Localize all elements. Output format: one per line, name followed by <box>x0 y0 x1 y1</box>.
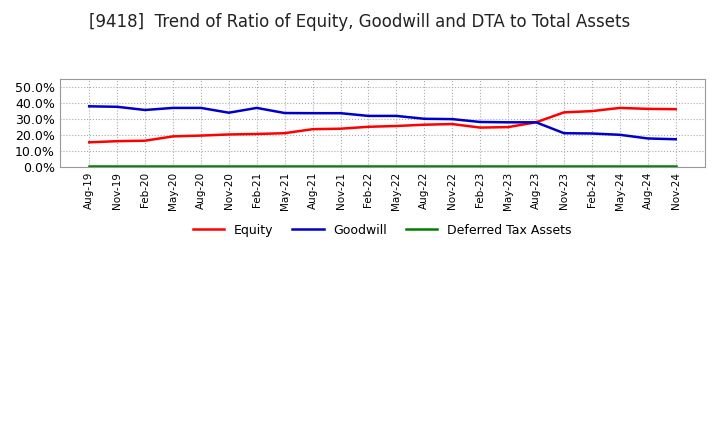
Equity <box>504 125 513 130</box>
Goodwill <box>531 120 540 125</box>
Legend: Equity, Goodwill, Deferred Tax Assets: Equity, Goodwill, Deferred Tax Assets <box>188 219 577 242</box>
Goodwill <box>225 110 233 115</box>
Equity <box>364 124 373 129</box>
Goodwill <box>448 117 456 122</box>
Goodwill <box>671 137 680 142</box>
Equity <box>168 134 177 139</box>
Equity <box>420 122 428 127</box>
Goodwill <box>392 113 401 118</box>
Equity <box>225 132 233 137</box>
Deferred Tax Assets <box>420 164 428 169</box>
Equity <box>85 139 94 145</box>
Equity <box>197 133 205 138</box>
Deferred Tax Assets <box>113 164 122 169</box>
Deferred Tax Assets <box>140 164 149 169</box>
Deferred Tax Assets <box>644 164 652 169</box>
Goodwill <box>364 113 373 118</box>
Equity <box>476 125 485 130</box>
Deferred Tax Assets <box>364 164 373 169</box>
Deferred Tax Assets <box>85 164 94 169</box>
Equity <box>448 121 456 127</box>
Goodwill <box>85 104 94 109</box>
Goodwill <box>197 105 205 110</box>
Deferred Tax Assets <box>504 164 513 169</box>
Line: Equity: Equity <box>89 108 675 142</box>
Deferred Tax Assets <box>476 164 485 169</box>
Goodwill <box>476 119 485 125</box>
Deferred Tax Assets <box>280 164 289 169</box>
Deferred Tax Assets <box>168 164 177 169</box>
Equity <box>253 132 261 137</box>
Deferred Tax Assets <box>588 164 596 169</box>
Deferred Tax Assets <box>616 164 624 169</box>
Equity <box>588 109 596 114</box>
Goodwill <box>113 104 122 110</box>
Equity <box>671 106 680 112</box>
Equity <box>616 105 624 110</box>
Goodwill <box>253 105 261 110</box>
Equity <box>140 138 149 143</box>
Goodwill <box>168 105 177 110</box>
Goodwill <box>308 110 317 116</box>
Equity <box>280 131 289 136</box>
Deferred Tax Assets <box>448 164 456 169</box>
Goodwill <box>280 110 289 116</box>
Equity <box>336 126 345 132</box>
Goodwill <box>559 131 568 136</box>
Deferred Tax Assets <box>308 164 317 169</box>
Equity <box>559 110 568 115</box>
Deferred Tax Assets <box>392 164 401 169</box>
Goodwill <box>504 120 513 125</box>
Deferred Tax Assets <box>671 164 680 169</box>
Deferred Tax Assets <box>336 164 345 169</box>
Deferred Tax Assets <box>253 164 261 169</box>
Equity <box>531 120 540 125</box>
Equity <box>308 127 317 132</box>
Equity <box>113 139 122 144</box>
Deferred Tax Assets <box>531 164 540 169</box>
Deferred Tax Assets <box>225 164 233 169</box>
Goodwill <box>644 136 652 141</box>
Goodwill <box>616 132 624 137</box>
Goodwill <box>336 110 345 116</box>
Text: [9418]  Trend of Ratio of Equity, Goodwill and DTA to Total Assets: [9418] Trend of Ratio of Equity, Goodwil… <box>89 13 631 31</box>
Equity <box>644 106 652 111</box>
Goodwill <box>140 107 149 113</box>
Deferred Tax Assets <box>559 164 568 169</box>
Line: Goodwill: Goodwill <box>89 106 675 139</box>
Goodwill <box>420 116 428 121</box>
Goodwill <box>588 131 596 136</box>
Deferred Tax Assets <box>197 164 205 169</box>
Equity <box>392 123 401 128</box>
